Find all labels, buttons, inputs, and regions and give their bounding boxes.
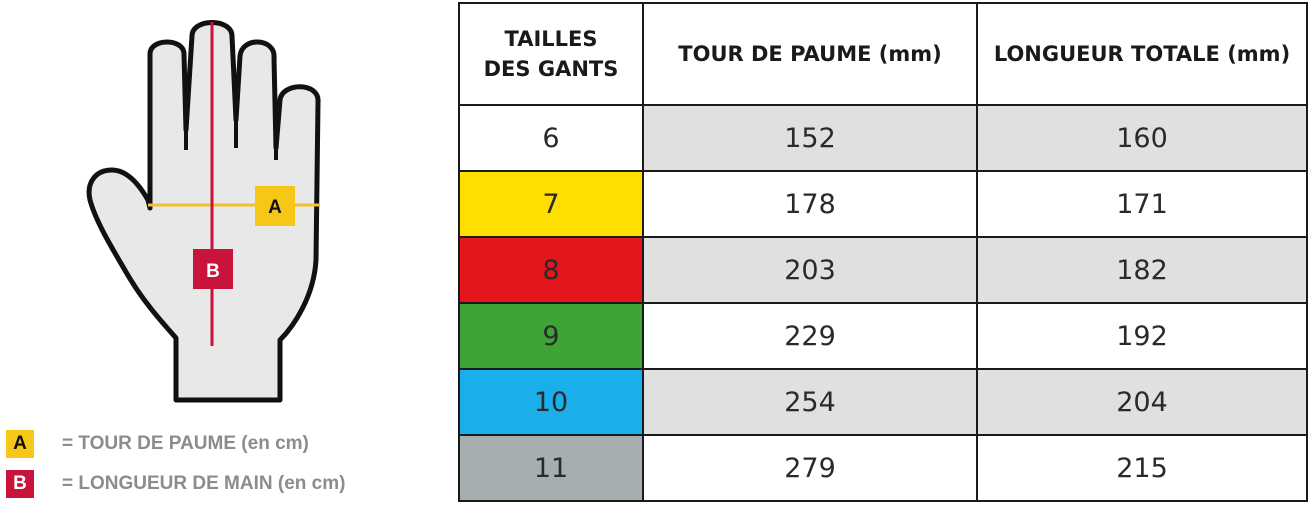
size-cell: 7	[458, 170, 644, 238]
length-cell: 204	[976, 368, 1308, 436]
legend-item-b: B = LONGUEUR DE MAIN (en cm)	[6, 468, 345, 500]
header-glove-size-line1: TAILLES	[504, 27, 598, 51]
header-glove-size-line2: DES GANTS	[483, 57, 619, 81]
table-body: 6 152 160 7 178 171 8 203 182 9 229 192 …	[458, 104, 1308, 502]
length-cell: 192	[976, 302, 1308, 370]
header-glove-size: TAILLES DES GANTS	[458, 2, 644, 106]
legend-text-b: = LONGUEUR DE MAIN (en cm)	[62, 473, 346, 494]
table-header-row: TAILLES DES GANTS TOUR DE PAUME (mm) LON…	[458, 2, 1308, 106]
header-total-length: LONGUEUR TOTALE (mm)	[976, 2, 1308, 106]
glove-size-table: TAILLES DES GANTS TOUR DE PAUME (mm) LON…	[458, 2, 1308, 502]
label-b-badge	[193, 249, 233, 289]
hand-diagram: A B A = TOUR DE PAUME (en cm) B = LONGUE…	[0, 0, 440, 514]
palm-cell: 254	[642, 368, 978, 436]
length-cell: 171	[976, 170, 1308, 238]
hand-illustration: A B	[86, 20, 321, 403]
label-a-badge	[255, 186, 295, 226]
size-cell: 9	[458, 302, 644, 370]
table-row: 11 279 215	[458, 434, 1308, 502]
size-cell: 8	[458, 236, 644, 304]
label-a-text: A	[268, 197, 282, 218]
hand-outline	[86, 20, 321, 403]
size-cell: 10	[458, 368, 644, 436]
table-row: 7 178 171	[458, 170, 1308, 238]
label-b-text: B	[206, 261, 220, 282]
palm-cell: 229	[642, 302, 978, 370]
palm-cell: 152	[642, 104, 978, 172]
legend-key-b: B	[6, 470, 34, 498]
legend-text-a: = TOUR DE PAUME (en cm)	[62, 433, 309, 454]
size-cell: 6	[458, 104, 644, 172]
palm-cell: 178	[642, 170, 978, 238]
table-row: 9 229 192	[458, 302, 1308, 370]
palm-cell: 279	[642, 434, 978, 502]
length-cell: 215	[976, 434, 1308, 502]
legend-item-a: A = TOUR DE PAUME (en cm)	[6, 428, 345, 460]
length-cell: 182	[976, 236, 1308, 304]
palm-cell: 203	[642, 236, 978, 304]
legend-key-a: A	[6, 430, 34, 458]
header-palm-circumference: TOUR DE PAUME (mm)	[642, 2, 978, 106]
size-cell: 11	[458, 434, 644, 502]
length-cell: 160	[976, 104, 1308, 172]
table-row: 6 152 160	[458, 104, 1308, 172]
legend: A = TOUR DE PAUME (en cm) B = LONGUEUR D…	[6, 428, 345, 500]
table-row: 10 254 204	[458, 368, 1308, 436]
table-row: 8 203 182	[458, 236, 1308, 304]
